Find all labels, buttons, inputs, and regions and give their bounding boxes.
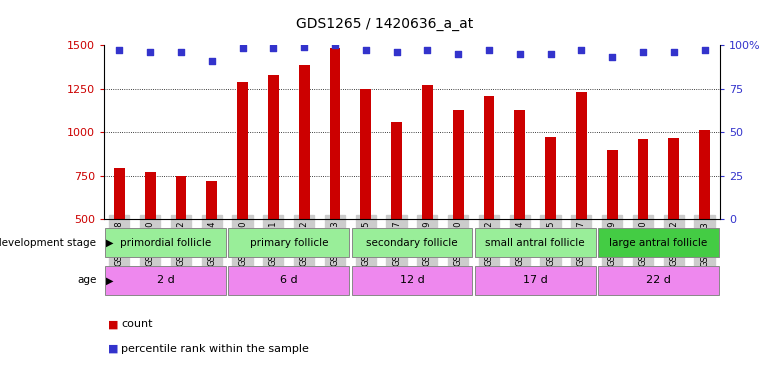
Bar bbox=[514, 110, 525, 306]
Bar bbox=[391, 122, 402, 306]
Point bbox=[360, 47, 372, 53]
Bar bbox=[668, 138, 679, 306]
Text: ■: ■ bbox=[108, 344, 119, 354]
Text: age: age bbox=[77, 275, 96, 285]
Point bbox=[575, 47, 588, 53]
Bar bbox=[299, 65, 310, 306]
Text: ▶: ▶ bbox=[105, 275, 113, 285]
Bar bbox=[229, 228, 349, 258]
Bar bbox=[484, 96, 494, 306]
Bar bbox=[545, 136, 556, 306]
Bar bbox=[352, 266, 472, 295]
Text: ▶: ▶ bbox=[105, 238, 113, 248]
Text: primordial follicle: primordial follicle bbox=[120, 238, 211, 248]
Bar bbox=[114, 168, 125, 306]
Bar bbox=[237, 82, 248, 306]
Text: development stage: development stage bbox=[0, 238, 96, 248]
Text: 6 d: 6 d bbox=[280, 275, 297, 285]
Point bbox=[483, 47, 495, 53]
Point bbox=[606, 54, 618, 60]
Bar bbox=[360, 89, 371, 306]
Text: count: count bbox=[121, 320, 152, 329]
Bar bbox=[598, 266, 718, 295]
Point bbox=[144, 49, 156, 55]
Text: primary follicle: primary follicle bbox=[249, 238, 328, 248]
Bar bbox=[607, 150, 618, 306]
Point bbox=[236, 45, 249, 51]
Point bbox=[113, 47, 126, 53]
Bar bbox=[598, 228, 718, 258]
Point bbox=[267, 45, 280, 51]
Bar bbox=[229, 266, 349, 295]
Point bbox=[698, 47, 711, 53]
Text: secondary follicle: secondary follicle bbox=[367, 238, 457, 248]
Bar bbox=[638, 139, 648, 306]
Point bbox=[298, 44, 310, 50]
Bar bbox=[268, 75, 279, 306]
Text: GDS1265 / 1420636_a_at: GDS1265 / 1420636_a_at bbox=[296, 17, 474, 31]
Bar bbox=[330, 48, 340, 306]
Bar bbox=[453, 110, 464, 306]
Text: 2 d: 2 d bbox=[156, 275, 175, 285]
Point bbox=[421, 47, 434, 53]
Point bbox=[668, 49, 680, 55]
Bar bbox=[422, 85, 433, 306]
Point bbox=[390, 49, 403, 55]
Text: large antral follicle: large antral follicle bbox=[609, 238, 708, 248]
Text: 12 d: 12 d bbox=[400, 275, 424, 285]
Bar bbox=[576, 92, 587, 306]
Bar bbox=[699, 130, 710, 306]
Bar bbox=[352, 228, 472, 258]
Text: small antral follicle: small antral follicle bbox=[485, 238, 585, 248]
Bar bbox=[105, 228, 226, 258]
Point bbox=[544, 51, 557, 57]
Bar bbox=[475, 266, 595, 295]
Point bbox=[452, 51, 464, 57]
Point bbox=[637, 49, 649, 55]
Text: 17 d: 17 d bbox=[523, 275, 547, 285]
Text: ■: ■ bbox=[108, 320, 119, 329]
Bar bbox=[145, 172, 156, 306]
Bar bbox=[176, 176, 186, 306]
Bar bbox=[105, 266, 226, 295]
Text: percentile rank within the sample: percentile rank within the sample bbox=[121, 344, 309, 354]
Bar bbox=[206, 182, 217, 306]
Point bbox=[206, 58, 218, 64]
Text: 22 d: 22 d bbox=[646, 275, 671, 285]
Point bbox=[329, 42, 341, 48]
Point bbox=[175, 49, 187, 55]
Bar bbox=[475, 228, 595, 258]
Point bbox=[514, 51, 526, 57]
